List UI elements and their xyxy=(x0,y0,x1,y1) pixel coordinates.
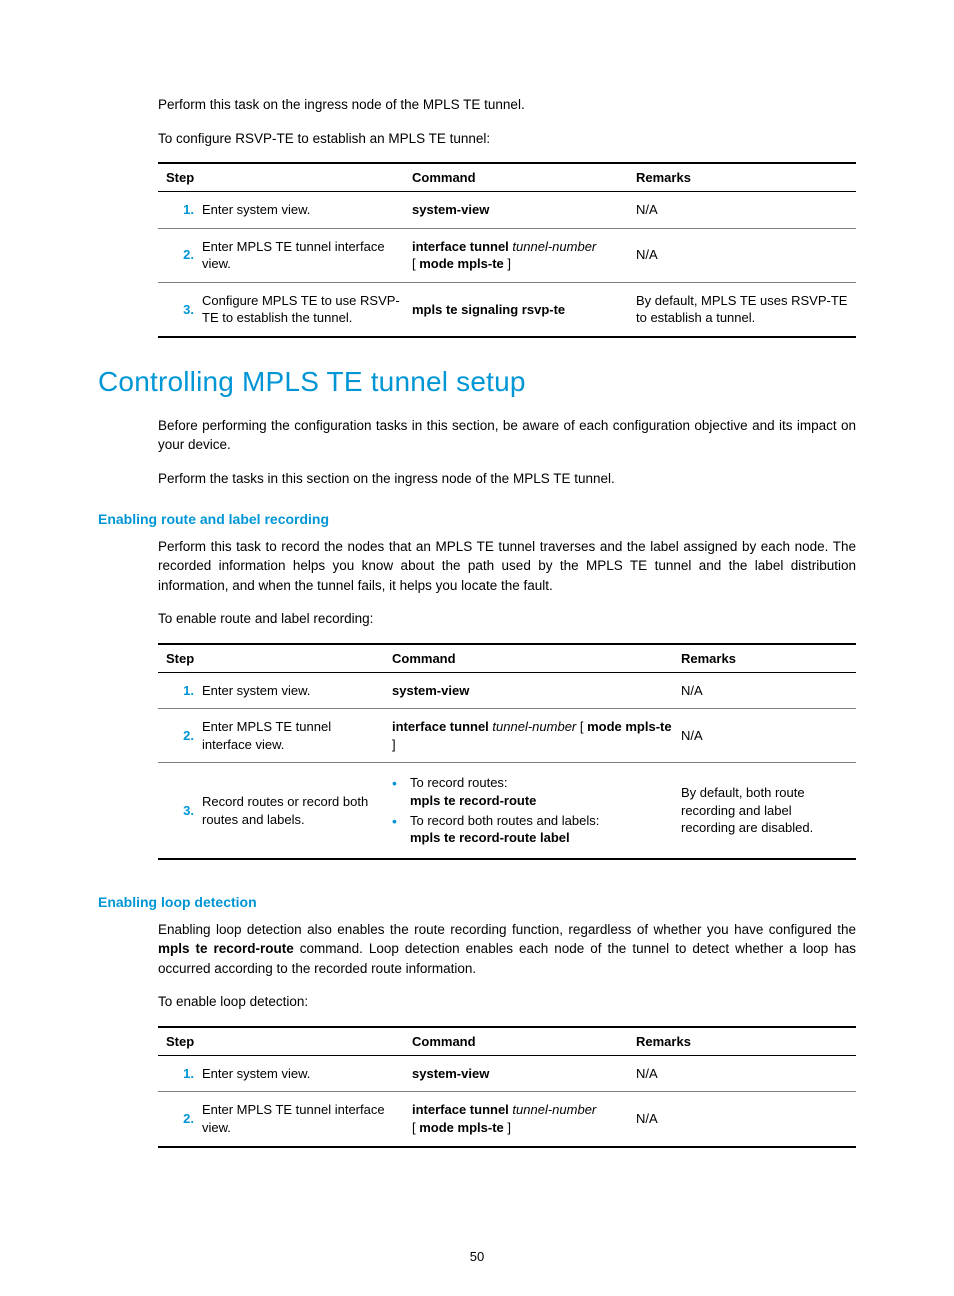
th-step: Step xyxy=(158,1027,412,1056)
rec-p2: To enable route and label recording: xyxy=(158,609,856,629)
step-text: Enter system view. xyxy=(202,192,412,229)
command-text: interface tunnel tunnel-number [ mode mp… xyxy=(392,709,681,763)
heading-record: Enabling route and label recording xyxy=(98,511,856,527)
step-text: Configure MPLS TE to use RSVP-TE to esta… xyxy=(202,282,412,337)
remarks-text: N/A xyxy=(681,672,856,709)
th-command: Command xyxy=(392,644,681,673)
step-text: Record routes or record both routes and … xyxy=(202,763,392,859)
step-text: Enter MPLS TE tunnel interface view. xyxy=(202,709,392,763)
th-command: Command xyxy=(412,163,636,192)
command-text: To record routes:mpls te record-routeTo … xyxy=(392,763,681,859)
step-number: 3. xyxy=(158,763,202,859)
intro-p2: To configure RSVP-TE to establish an MPL… xyxy=(158,129,856,149)
command-text: interface tunnel tunnel-number[ mode mpl… xyxy=(412,228,636,282)
table-row: 2.Enter MPLS TE tunnel interface view.in… xyxy=(158,709,856,763)
table-row: 3.Configure MPLS TE to use RSVP-TE to es… xyxy=(158,282,856,337)
table-row: 1.Enter system view.system-viewN/A xyxy=(158,192,856,229)
table-row: 1.Enter system view.system-viewN/A xyxy=(158,1055,856,1092)
page-number: 50 xyxy=(0,1249,954,1264)
table-row: 2.Enter MPLS TE tunnel interface view.in… xyxy=(158,1092,856,1147)
command-text: system-view xyxy=(392,672,681,709)
page: Perform this task on the ingress node of… xyxy=(0,0,954,1296)
step-text: Enter system view. xyxy=(202,1055,412,1092)
th-remarks: Remarks xyxy=(636,163,856,192)
sec1-p1: Before performing the configuration task… xyxy=(158,416,856,455)
remarks-text: By default, both route recording and lab… xyxy=(681,763,856,859)
step-text: Enter MPLS TE tunnel interface view. xyxy=(202,228,412,282)
table-record: Step Command Remarks 1.Enter system view… xyxy=(158,643,856,860)
th-step: Step xyxy=(158,644,392,673)
th-remarks: Remarks xyxy=(636,1027,856,1056)
loop-p2: To enable loop detection: xyxy=(158,992,856,1012)
remarks-text: N/A xyxy=(636,228,856,282)
step-text: Enter MPLS TE tunnel interface view. xyxy=(202,1092,412,1147)
table-loop: Step Command Remarks 1.Enter system view… xyxy=(158,1026,856,1148)
step-number: 1. xyxy=(158,672,202,709)
remarks-text: N/A xyxy=(636,1055,856,1092)
heading-loop: Enabling loop detection xyxy=(98,894,856,910)
command-text: interface tunnel tunnel-number[ mode mpl… xyxy=(412,1092,636,1147)
step-number: 2. xyxy=(158,1092,202,1147)
step-number: 1. xyxy=(158,192,202,229)
table1-body: 1.Enter system view.system-viewN/A2.Ente… xyxy=(158,192,856,337)
th-command: Command xyxy=(412,1027,636,1056)
step-number: 1. xyxy=(158,1055,202,1092)
step-number: 2. xyxy=(158,228,202,282)
sec1-p2: Perform the tasks in this section on the… xyxy=(158,469,856,489)
table-row: 1.Enter system view.system-viewN/A xyxy=(158,672,856,709)
table3-body: 1.Enter system view.system-viewN/A2.Ente… xyxy=(158,1055,856,1146)
remarks-text: N/A xyxy=(636,192,856,229)
remarks-text: By default, MPLS TE uses RSVP-TE to esta… xyxy=(636,282,856,337)
step-text: Enter system view. xyxy=(202,672,392,709)
loop-p1: Enabling loop detection also enables the… xyxy=(158,920,856,979)
command-text: system-view xyxy=(412,1055,636,1092)
rec-p1: Perform this task to record the nodes th… xyxy=(158,537,856,596)
remarks-text: N/A xyxy=(636,1092,856,1147)
remarks-text: N/A xyxy=(681,709,856,763)
table-row: 3.Record routes or record both routes an… xyxy=(158,763,856,859)
intro-p1: Perform this task on the ingress node of… xyxy=(158,95,856,115)
command-text: system-view xyxy=(412,192,636,229)
step-number: 3. xyxy=(158,282,202,337)
command-text: mpls te signaling rsvp-te xyxy=(412,282,636,337)
th-step: Step xyxy=(158,163,412,192)
step-number: 2. xyxy=(158,709,202,763)
table2-body: 1.Enter system view.system-viewN/A2.Ente… xyxy=(158,672,856,858)
heading-controlling: Controlling MPLS TE tunnel setup xyxy=(98,366,856,398)
table-row: 2.Enter MPLS TE tunnel interface view.in… xyxy=(158,228,856,282)
table-rsvp-te: Step Command Remarks 1.Enter system view… xyxy=(158,162,856,338)
th-remarks: Remarks xyxy=(681,644,856,673)
